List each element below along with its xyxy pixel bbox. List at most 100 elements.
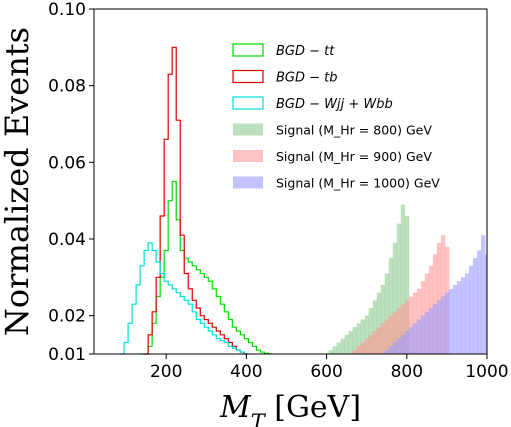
bar-signal-m-hr-900-gev-720	[372, 331, 378, 354]
bar-signal-m-hr-800-gev-650	[344, 334, 350, 354]
bar-signal-m-hr-1000-gev-770	[392, 342, 398, 354]
bar-signal-m-hr-1000-gev-910	[448, 288, 454, 354]
bar-signal-m-hr-800-gev-680	[356, 323, 362, 354]
bar-signal-m-hr-800-gev-610	[328, 350, 334, 354]
signal-fills	[328, 204, 488, 354]
bar-signal-m-hr-1000-gev-940	[460, 277, 466, 354]
bar-signal-m-hr-800-gev-800	[404, 216, 410, 354]
bar-signal-m-hr-800-gev-670	[352, 327, 358, 354]
y-axis-title: Normalized Events	[0, 27, 36, 336]
bar-signal-m-hr-1000-gev-870	[432, 304, 438, 354]
x-tick-label-400: 400	[230, 362, 262, 382]
legend-swatch-bgd-tt	[232, 43, 264, 57]
bar-signal-m-hr-800-gev-780	[396, 223, 402, 354]
bar-signal-m-hr-800-gev-620	[332, 346, 338, 354]
legend-swatch-signal-m-hr-1000-gev	[233, 176, 263, 189]
bar-signal-m-hr-1000-gev-810	[408, 327, 414, 354]
series-bgd-tb	[144, 46, 249, 355]
bar-signal-m-hr-1000-gev-830	[416, 319, 422, 354]
y-tick-label-5: 0.10	[48, 0, 86, 20]
legend: BGD − tt BGD − tb BGD − Wjj + Wbb Signal (M…	[232, 43, 440, 191]
bar-signal-m-hr-900-gev-760	[388, 315, 394, 354]
x-axis-title: MT [GeV]	[219, 390, 361, 427]
x-tick-label-1000: 1000	[465, 362, 508, 382]
bar-signal-m-hr-1000-gev-850	[424, 311, 430, 354]
bar-signal-m-hr-900-gev-800	[404, 300, 410, 354]
bar-signal-m-hr-900-gev-690	[360, 342, 366, 354]
bar-signal-m-hr-900-gev-670	[352, 350, 358, 354]
bar-signal-m-hr-1000-gev-750	[384, 350, 390, 354]
bar-signal-m-hr-800-gev-770	[392, 242, 398, 354]
legend-swatch-bgd-wjj-wbb	[232, 96, 264, 110]
bar-signal-m-hr-900-gev-880	[436, 242, 442, 354]
bar-signal-m-hr-800-gev-790	[400, 204, 406, 354]
bar-signal-m-hr-900-gev-780	[396, 308, 402, 354]
bar-signal-m-hr-900-gev-680	[356, 346, 362, 354]
bar-signal-m-hr-800-gev-640	[340, 338, 346, 354]
legend-label-signal-m-hr-1000-gev: Signal (M_Hr = 1000) GeV	[276, 176, 440, 191]
bar-signal-m-hr-1000-gev-980	[476, 250, 482, 354]
series-bgd-wjj-wbb	[120, 242, 249, 355]
x-tick-label-200: 200	[150, 362, 182, 382]
legend-label-signal-m-hr-800-gev: Signal (M_Hr = 800) GeV	[276, 123, 432, 138]
bar-signal-m-hr-1000-gev-990	[480, 235, 486, 354]
bar-signal-m-hr-800-gev-630	[336, 342, 342, 354]
bar-signal-m-hr-1000-gev-790	[400, 334, 406, 354]
bar-signal-m-hr-1000-gev-1000	[484, 254, 488, 354]
y-tick-label-1: 0.02	[48, 307, 86, 327]
series-signal-m-hr-800-gev	[328, 204, 410, 354]
y-tick-label-3: 0.06	[48, 153, 86, 173]
legend-swatch-signal-m-hr-800-gev	[233, 123, 263, 136]
series-bgd-tt	[140, 180, 273, 355]
legend-label-signal-m-hr-900-gev: Signal (M_Hr = 900) GeV	[276, 149, 432, 164]
bar-signal-m-hr-900-gev-740	[380, 323, 386, 354]
x-tick-label-600: 600	[310, 362, 342, 382]
bar-signal-m-hr-1000-gev-820	[412, 323, 418, 354]
bar-signal-m-hr-1000-gev-840	[420, 315, 426, 354]
bar-signal-m-hr-900-gev-770	[392, 311, 398, 354]
y-tick-label-4: 0.08	[48, 77, 86, 97]
legend-swatch-bgd-tb	[232, 69, 264, 84]
legend-label-bgd-wjj-wbb: BGD − Wjj + Wbb	[276, 97, 393, 112]
y-axis-ticks: 0.01 0.02 0.04 0.06 0.08 0.10	[48, 0, 94, 365]
x-tick-label-800: 800	[391, 362, 423, 382]
y-tick-label-0: 0.01	[48, 345, 86, 365]
legend-label-bgd-tb: BGD − tb	[276, 71, 338, 86]
bar-signal-m-hr-800-gev-750	[384, 273, 390, 354]
legend-swatch-signal-m-hr-900-gev	[233, 150, 263, 162]
series-signal-m-hr-1000-gev	[384, 235, 488, 354]
bar-signal-m-hr-900-gev-790	[400, 304, 406, 354]
y-tick-label-2: 0.04	[48, 230, 86, 250]
bar-signal-m-hr-900-gev-890	[440, 235, 446, 354]
bar-signal-m-hr-800-gev-700	[364, 315, 370, 354]
bar-signal-m-hr-800-gev-730	[376, 292, 382, 354]
bar-signal-m-hr-1000-gev-890	[440, 296, 446, 354]
bar-signal-m-hr-1000-gev-800	[404, 331, 410, 354]
bar-signal-m-hr-1000-gev-880	[436, 300, 442, 354]
bar-signal-m-hr-800-gev-760	[388, 258, 394, 354]
bar-signal-m-hr-1000-gev-950	[464, 273, 470, 354]
legend-label-bgd-tt: BGD − tt	[276, 44, 335, 59]
bar-signal-m-hr-800-gev-690	[360, 319, 366, 354]
bar-signal-m-hr-800-gev-740	[380, 285, 386, 354]
background-steps	[120, 46, 273, 355]
plot-frame	[93, 8, 488, 355]
bar-signal-m-hr-900-gev-810	[408, 296, 414, 354]
bar-signal-m-hr-1000-gev-930	[456, 281, 462, 354]
bar-signal-m-hr-800-gev-710	[368, 308, 374, 354]
bar-signal-m-hr-1000-gev-920	[452, 285, 458, 354]
bar-signal-m-hr-900-gev-820	[412, 292, 418, 354]
bar-signal-m-hr-800-gev-660	[348, 331, 354, 354]
bar-signal-m-hr-900-gev-750	[384, 319, 390, 354]
bar-signal-m-hr-900-gev-730	[376, 327, 382, 354]
bar-signal-m-hr-1000-gev-970	[472, 258, 478, 354]
bar-signal-m-hr-800-gev-720	[372, 300, 378, 354]
bar-signal-m-hr-900-gev-700	[364, 338, 370, 354]
bar-signal-m-hr-900-gev-710	[368, 334, 374, 354]
bar-signal-m-hr-1000-gev-900	[444, 292, 450, 354]
bar-signal-m-hr-1000-gev-960	[468, 265, 474, 354]
bar-signal-m-hr-1000-gev-780	[396, 338, 402, 354]
bar-signal-m-hr-1000-gev-760	[388, 346, 394, 354]
bar-signal-m-hr-1000-gev-860	[428, 308, 434, 354]
